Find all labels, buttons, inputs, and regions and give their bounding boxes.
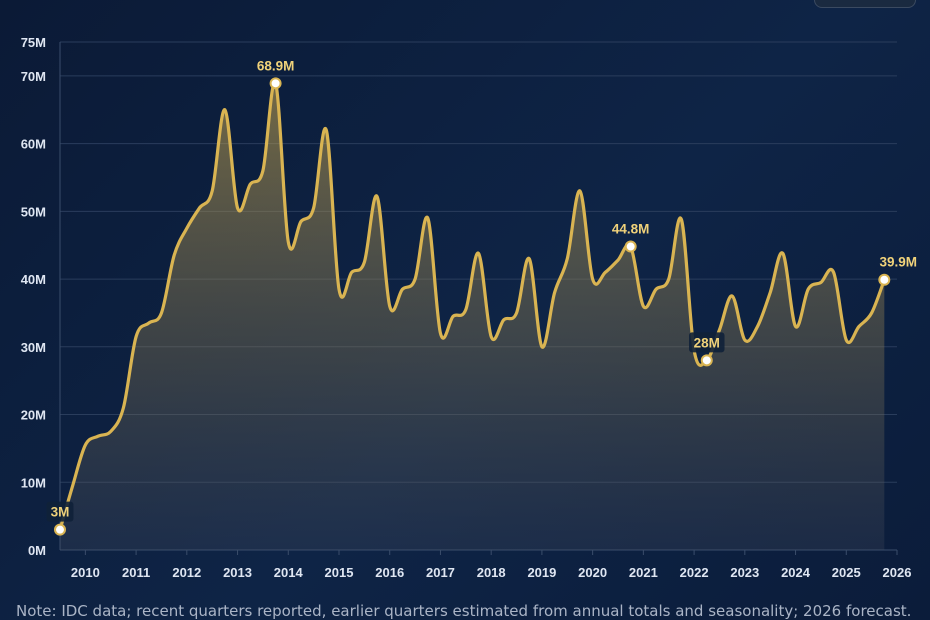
x-tick-label: 2017 [426, 565, 455, 580]
y-tick-label: 60M [21, 137, 46, 152]
x-axis: 2010 2011 2012 2013 2014 2015 2016 2017 2018 2019… [60, 549, 912, 580]
x-tick-label: 2011 [122, 565, 150, 580]
y-tick-label: 50M [21, 204, 46, 219]
x-tick-label: 2023 [730, 565, 759, 580]
series-area [60, 82, 885, 550]
y-tick-label: 40M [21, 272, 46, 287]
y-tick-label: 0M [28, 543, 46, 558]
series-layer [58, 80, 886, 550]
annotation-point [624, 240, 637, 253]
annotation-point [878, 273, 891, 286]
x-tick-label: 2019 [527, 565, 556, 580]
x-tick-label: 2012 [172, 565, 201, 580]
y-tick-label: 75M [21, 35, 46, 50]
footnote: Note: IDC data; recent quarters reported… [16, 602, 912, 620]
y-tick-label: 70M [21, 69, 46, 84]
y-tick-label: 20M [21, 408, 46, 423]
x-tick-label: 2022 [680, 565, 709, 580]
annotation-box [689, 332, 725, 353]
y-tick-label: 10M [21, 475, 46, 490]
x-tick-label: 2010 [71, 565, 100, 580]
annotation-point [54, 523, 66, 536]
x-tick-label: 2013 [223, 565, 252, 580]
x-tick-label: 2018 [477, 565, 506, 580]
annotation-label: 68.9M [257, 58, 295, 73]
series-line [58, 80, 886, 532]
x-tick-label: 2024 [781, 565, 811, 580]
annotation-label: 44.8M [612, 222, 650, 237]
x-tick-label: 2016 [375, 565, 404, 580]
annotation-label: 28M [694, 335, 720, 350]
x-tick-label: 2015 [325, 565, 354, 580]
y-axis: 0M 10M 20M 30M 40M 50M 60M 70M 75M [21, 35, 61, 558]
x-tick-label: 2021 [629, 565, 658, 580]
annotation-point [269, 77, 282, 90]
x-tick-label: 2026 [883, 565, 912, 580]
x-tick-label: 2025 [832, 565, 861, 580]
annotations: 3M 68.9M 44.8M 28M 39.9M [46, 58, 917, 536]
x-tick-label: 2020 [578, 565, 607, 580]
annotation-label: 39.9M [879, 255, 917, 270]
y-tick-label: 30M [21, 340, 46, 355]
annotation-label: 3M [51, 505, 70, 520]
annotation-point [700, 354, 713, 367]
annotation-box [46, 501, 74, 522]
x-tick-label: 2014 [274, 565, 304, 580]
